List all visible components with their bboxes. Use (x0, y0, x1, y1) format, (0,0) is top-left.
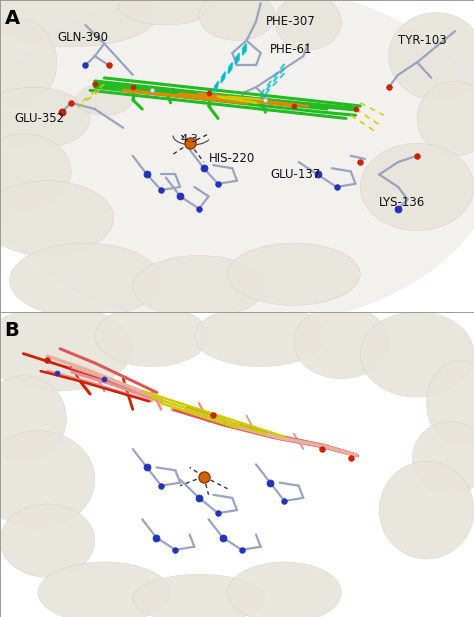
Ellipse shape (412, 421, 474, 495)
Text: TYR-103: TYR-103 (398, 34, 447, 47)
Text: A: A (5, 9, 20, 28)
Text: 4.3: 4.3 (180, 134, 198, 144)
Ellipse shape (133, 255, 265, 318)
Ellipse shape (0, 305, 133, 391)
Ellipse shape (389, 12, 474, 100)
Ellipse shape (0, 181, 114, 255)
Ellipse shape (228, 243, 360, 305)
Ellipse shape (9, 243, 161, 318)
Ellipse shape (95, 305, 209, 366)
Text: LYS-136: LYS-136 (379, 196, 426, 209)
Ellipse shape (194, 305, 327, 366)
Ellipse shape (0, 431, 95, 528)
Ellipse shape (427, 360, 474, 446)
Ellipse shape (0, 504, 95, 578)
Text: HIS-220: HIS-220 (209, 152, 255, 165)
Ellipse shape (133, 574, 265, 617)
Text: GLN-390: GLN-390 (57, 31, 108, 44)
Ellipse shape (38, 562, 171, 617)
Ellipse shape (294, 305, 389, 379)
Ellipse shape (0, 0, 474, 327)
Ellipse shape (360, 312, 474, 397)
Ellipse shape (0, 87, 90, 149)
Text: GLU-137: GLU-137 (270, 168, 320, 181)
Text: PHE-61: PHE-61 (270, 43, 313, 56)
Ellipse shape (0, 19, 57, 106)
Ellipse shape (118, 0, 213, 25)
Ellipse shape (417, 81, 474, 155)
Text: GLU-352: GLU-352 (14, 112, 64, 125)
Ellipse shape (379, 462, 474, 559)
Ellipse shape (0, 376, 66, 462)
Ellipse shape (228, 562, 341, 617)
Ellipse shape (0, 134, 71, 209)
Ellipse shape (0, 0, 156, 47)
Ellipse shape (275, 0, 341, 50)
Text: B: B (5, 321, 19, 340)
Ellipse shape (199, 0, 275, 41)
Ellipse shape (360, 143, 474, 231)
Ellipse shape (76, 84, 133, 115)
Text: PHE-307: PHE-307 (265, 15, 315, 28)
